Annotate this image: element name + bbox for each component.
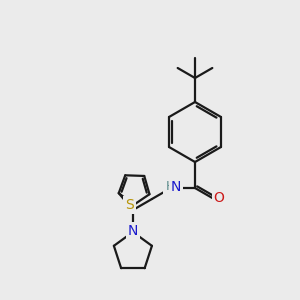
Text: O: O: [214, 191, 225, 206]
Text: S: S: [125, 198, 134, 212]
Text: N: N: [171, 180, 181, 194]
Text: N: N: [128, 224, 138, 238]
Text: H: H: [165, 181, 175, 194]
